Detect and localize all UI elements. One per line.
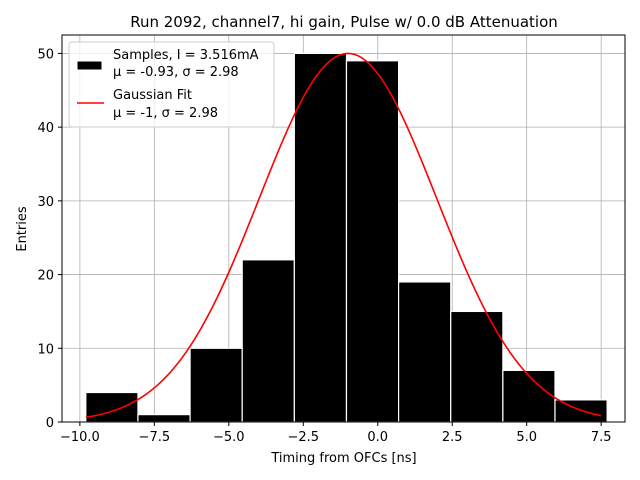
histogram-bar bbox=[502, 369, 556, 423]
legend-samples-label: Samples, I = 3.516mA bbox=[113, 48, 259, 63]
x-tick-label: 5.0 bbox=[516, 430, 537, 445]
y-tick-label: 40 bbox=[37, 121, 54, 136]
legend-fit-label: Gaussian Fit bbox=[113, 88, 192, 103]
chart-title: Run 2092, channel7, hi gain, Pulse w/ 0.… bbox=[130, 13, 558, 31]
histogram-bar bbox=[345, 60, 400, 423]
legend-box bbox=[68, 41, 275, 128]
y-tick-label: 30 bbox=[37, 195, 54, 210]
histogram-bar bbox=[137, 414, 191, 423]
x-tick-label: −5.0 bbox=[213, 430, 245, 445]
plot-frame bbox=[61, 34, 626, 423]
gaussian-fit-line bbox=[85, 52, 602, 419]
x-tick-label: 7.5 bbox=[591, 430, 612, 445]
x-tick-label: −2.5 bbox=[287, 430, 319, 445]
y-tick-label: 50 bbox=[37, 47, 54, 62]
histogram-bar bbox=[85, 391, 139, 423]
x-axis-label: Timing from OFCs [ns] bbox=[270, 451, 416, 466]
x-tick-label: −7.5 bbox=[139, 430, 171, 445]
legend: Samples, I = 3.516mA μ = -0.93, σ = 2.98… bbox=[68, 41, 275, 128]
y-tick-label: 20 bbox=[37, 269, 54, 284]
legend-samples-stats: μ = -0.93, σ = 2.98 bbox=[113, 65, 239, 80]
y-tick-label: 0 bbox=[46, 416, 54, 431]
legend-samples-patch bbox=[76, 60, 103, 71]
y-axis-ticks: 0 10 20 30 40 50 bbox=[37, 47, 62, 431]
x-tick-label: 0.0 bbox=[367, 430, 388, 445]
x-tick-label: −10.0 bbox=[60, 430, 100, 445]
histogram-bar bbox=[241, 259, 295, 423]
y-axis-label: Entries bbox=[15, 206, 30, 252]
histogram-bar bbox=[293, 52, 348, 423]
x-tick-label: 2.5 bbox=[442, 430, 463, 445]
x-axis-ticks: −10.0 −7.5 −5.0 −2.5 0.0 2.5 5.0 7.5 bbox=[60, 422, 612, 445]
histogram-bars bbox=[85, 52, 608, 423]
histogram-bar bbox=[189, 347, 243, 423]
histogram-bar bbox=[398, 281, 452, 423]
y-tick-label: 10 bbox=[37, 342, 54, 357]
legend-fit-stats: μ = -1, σ = 2.98 bbox=[113, 106, 218, 121]
